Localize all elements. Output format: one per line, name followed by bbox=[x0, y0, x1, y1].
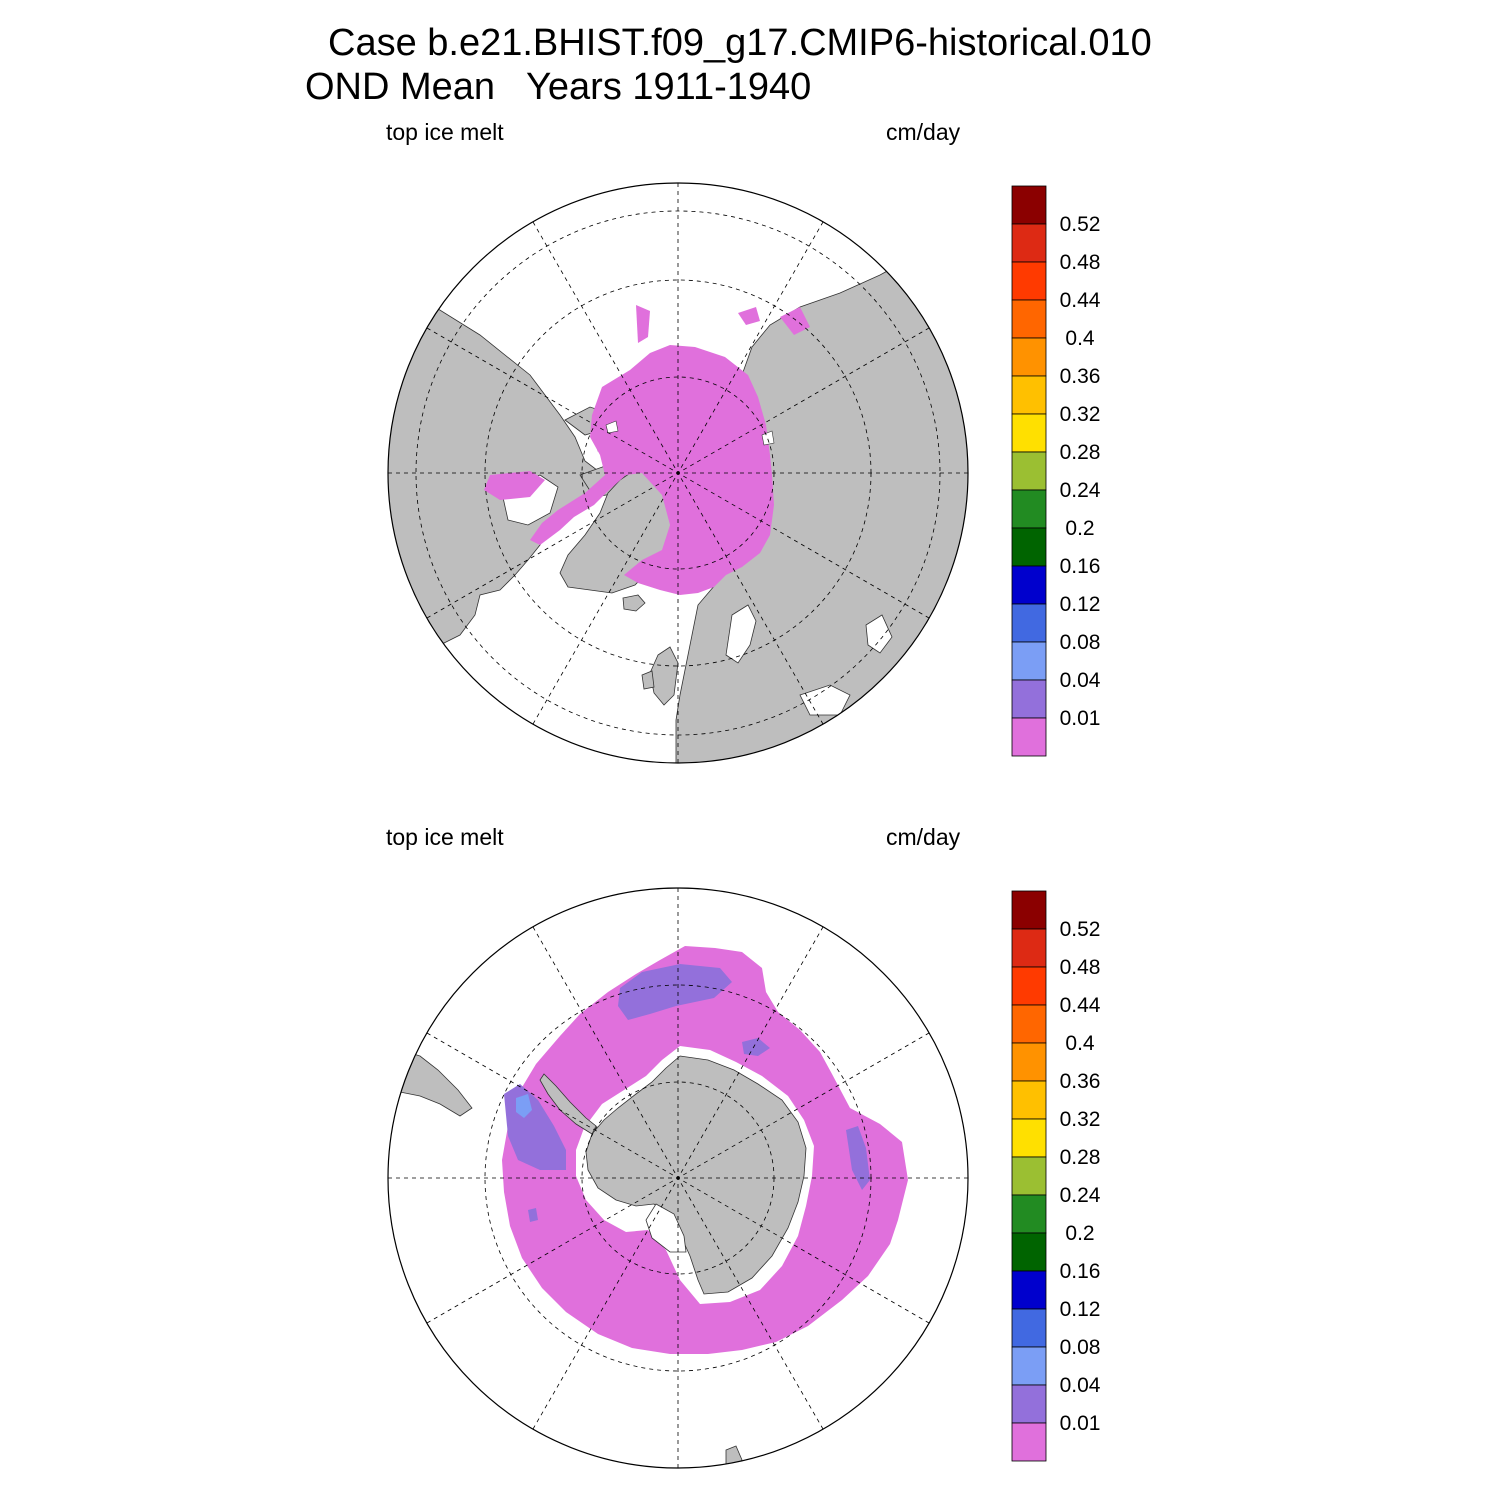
north-colorbar-swatch bbox=[1011, 717, 1047, 757]
north-colorbar-tick-label: 0.36 bbox=[1060, 365, 1101, 388]
north-ice-melt-region bbox=[530, 345, 774, 595]
south-colorbar-tick-label: 0.08 bbox=[1060, 1336, 1101, 1359]
south-colorbar-tick-label: 0.01 bbox=[1060, 1412, 1101, 1435]
north-colorbar-swatch bbox=[1011, 489, 1047, 529]
land-iceland bbox=[622, 594, 646, 612]
north-left-label: top ice melt bbox=[386, 119, 504, 145]
figure-title-line1: Case b.e21.BHIST.f09_g17.CMIP6-historica… bbox=[328, 22, 1152, 64]
south-colorbar-tick-label: 0.24 bbox=[1060, 1184, 1101, 1207]
north-colorbar-swatch bbox=[1011, 641, 1047, 681]
north-colorbar-tick-label: 0.24 bbox=[1060, 479, 1101, 502]
north-colorbar-tick-label: 0.4 bbox=[1065, 327, 1095, 350]
figure-title-line2: OND Mean Years 1911-1940 bbox=[305, 66, 812, 108]
south-colorbar-tick-label: 0.36 bbox=[1060, 1070, 1101, 1093]
south-colorbar-tick-label: 0.16 bbox=[1060, 1260, 1101, 1283]
north-colorbar-swatch bbox=[1011, 223, 1047, 263]
north-colorbar-swatch bbox=[1011, 565, 1047, 605]
south-colorbar-swatch bbox=[1011, 1232, 1047, 1272]
south-polar-map bbox=[387, 887, 969, 1469]
south-colorbar-swatch bbox=[1011, 1194, 1047, 1234]
south-colorbar-swatch bbox=[1011, 1422, 1047, 1462]
south-melt-patch-weddell bbox=[742, 1038, 770, 1056]
north-colorbar-swatch bbox=[1011, 375, 1047, 415]
south-colorbar-tick-label: 0.44 bbox=[1060, 994, 1101, 1017]
south-map-border bbox=[387, 887, 969, 1469]
north-colorbar-swatch bbox=[1011, 261, 1047, 301]
south-colorbar-swatch bbox=[1011, 928, 1047, 968]
north-colorbar-tick-label: 0.52 bbox=[1060, 213, 1101, 236]
south-colorbar-swatch bbox=[1011, 1384, 1047, 1424]
south-colorbar-swatch bbox=[1011, 1004, 1047, 1044]
north-colorbar-swatch bbox=[1011, 679, 1047, 719]
south-left-label: top ice melt bbox=[386, 824, 504, 850]
land-antarctica bbox=[585, 1055, 807, 1295]
south-colorbar-tick-label: 0.04 bbox=[1060, 1374, 1101, 1397]
south-colorbar-swatch bbox=[1011, 890, 1047, 930]
south-colorbar-tick-label: 0.2 bbox=[1065, 1222, 1094, 1245]
south-colorbar-tick-label: 0.32 bbox=[1060, 1108, 1101, 1131]
south-colorbar-swatch bbox=[1011, 1080, 1047, 1120]
north-colorbar: 0.52 0.48 0.44 0.4 0.36 0.32 0.28 0.24 0.2 0.16 0.… bbox=[1011, 185, 1101, 757]
south-colorbar-swatch bbox=[1011, 1042, 1047, 1082]
north-colorbar-swatch bbox=[1011, 337, 1047, 377]
south-colorbar-tick-label: 0.52 bbox=[1060, 918, 1101, 941]
north-colorbar-swatch bbox=[1011, 185, 1047, 225]
north-colorbar-swatch bbox=[1011, 527, 1047, 567]
north-map-border bbox=[387, 182, 969, 764]
north-colorbar-tick-label: 0.32 bbox=[1060, 403, 1101, 426]
south-colorbar-swatch bbox=[1011, 1346, 1047, 1386]
south-colorbar-swatch bbox=[1011, 1156, 1047, 1196]
south-colorbar-tick-label: 0.48 bbox=[1060, 956, 1101, 979]
south-colorbar-swatch bbox=[1011, 1270, 1047, 1310]
south-colorbar-tick-label: 0.28 bbox=[1060, 1146, 1101, 1169]
south-colorbar: 0.52 0.48 0.44 0.4 0.36 0.32 0.28 0.24 0.2 0.16 0.… bbox=[1011, 890, 1101, 1462]
south-colorbar-swatch bbox=[1011, 1308, 1047, 1348]
south-melt-patch-atlantic bbox=[618, 964, 732, 1020]
south-colorbar-tick-label: 0.4 bbox=[1065, 1032, 1095, 1055]
north-colorbar-tick-label: 0.2 bbox=[1065, 517, 1094, 540]
north-polar-map bbox=[387, 182, 969, 764]
north-colorbar-tick-label: 0.28 bbox=[1060, 441, 1101, 464]
north-colorbar-tick-label: 0.04 bbox=[1060, 669, 1101, 692]
north-colorbar-tick-label: 0.44 bbox=[1060, 289, 1101, 312]
north-colorbar-tick-label: 0.01 bbox=[1060, 707, 1101, 730]
north-colorbar-swatch bbox=[1011, 413, 1047, 453]
water-baltic bbox=[725, 604, 757, 664]
north-colorbar-tick-label: 0.16 bbox=[1060, 555, 1101, 578]
south-melt-patch-indian bbox=[846, 1126, 870, 1190]
south-right-label: cm/day bbox=[886, 824, 961, 850]
south-ice-melt-region bbox=[502, 946, 908, 1354]
north-colorbar-swatch bbox=[1011, 299, 1047, 339]
north-right-label: cm/day bbox=[886, 119, 961, 145]
north-colorbar-tick-label: 0.12 bbox=[1060, 593, 1101, 616]
south-colorbar-tick-label: 0.12 bbox=[1060, 1298, 1101, 1321]
land-antarctic-peninsula bbox=[539, 1073, 597, 1135]
north-colorbar-tick-label: 0.08 bbox=[1060, 631, 1101, 654]
north-colorbar-swatch bbox=[1011, 451, 1047, 491]
south-colorbar-swatch bbox=[1011, 966, 1047, 1006]
north-colorbar-tick-label: 0.48 bbox=[1060, 251, 1101, 274]
south-colorbar-swatch bbox=[1011, 1118, 1047, 1158]
north-colorbar-swatch bbox=[1011, 603, 1047, 643]
